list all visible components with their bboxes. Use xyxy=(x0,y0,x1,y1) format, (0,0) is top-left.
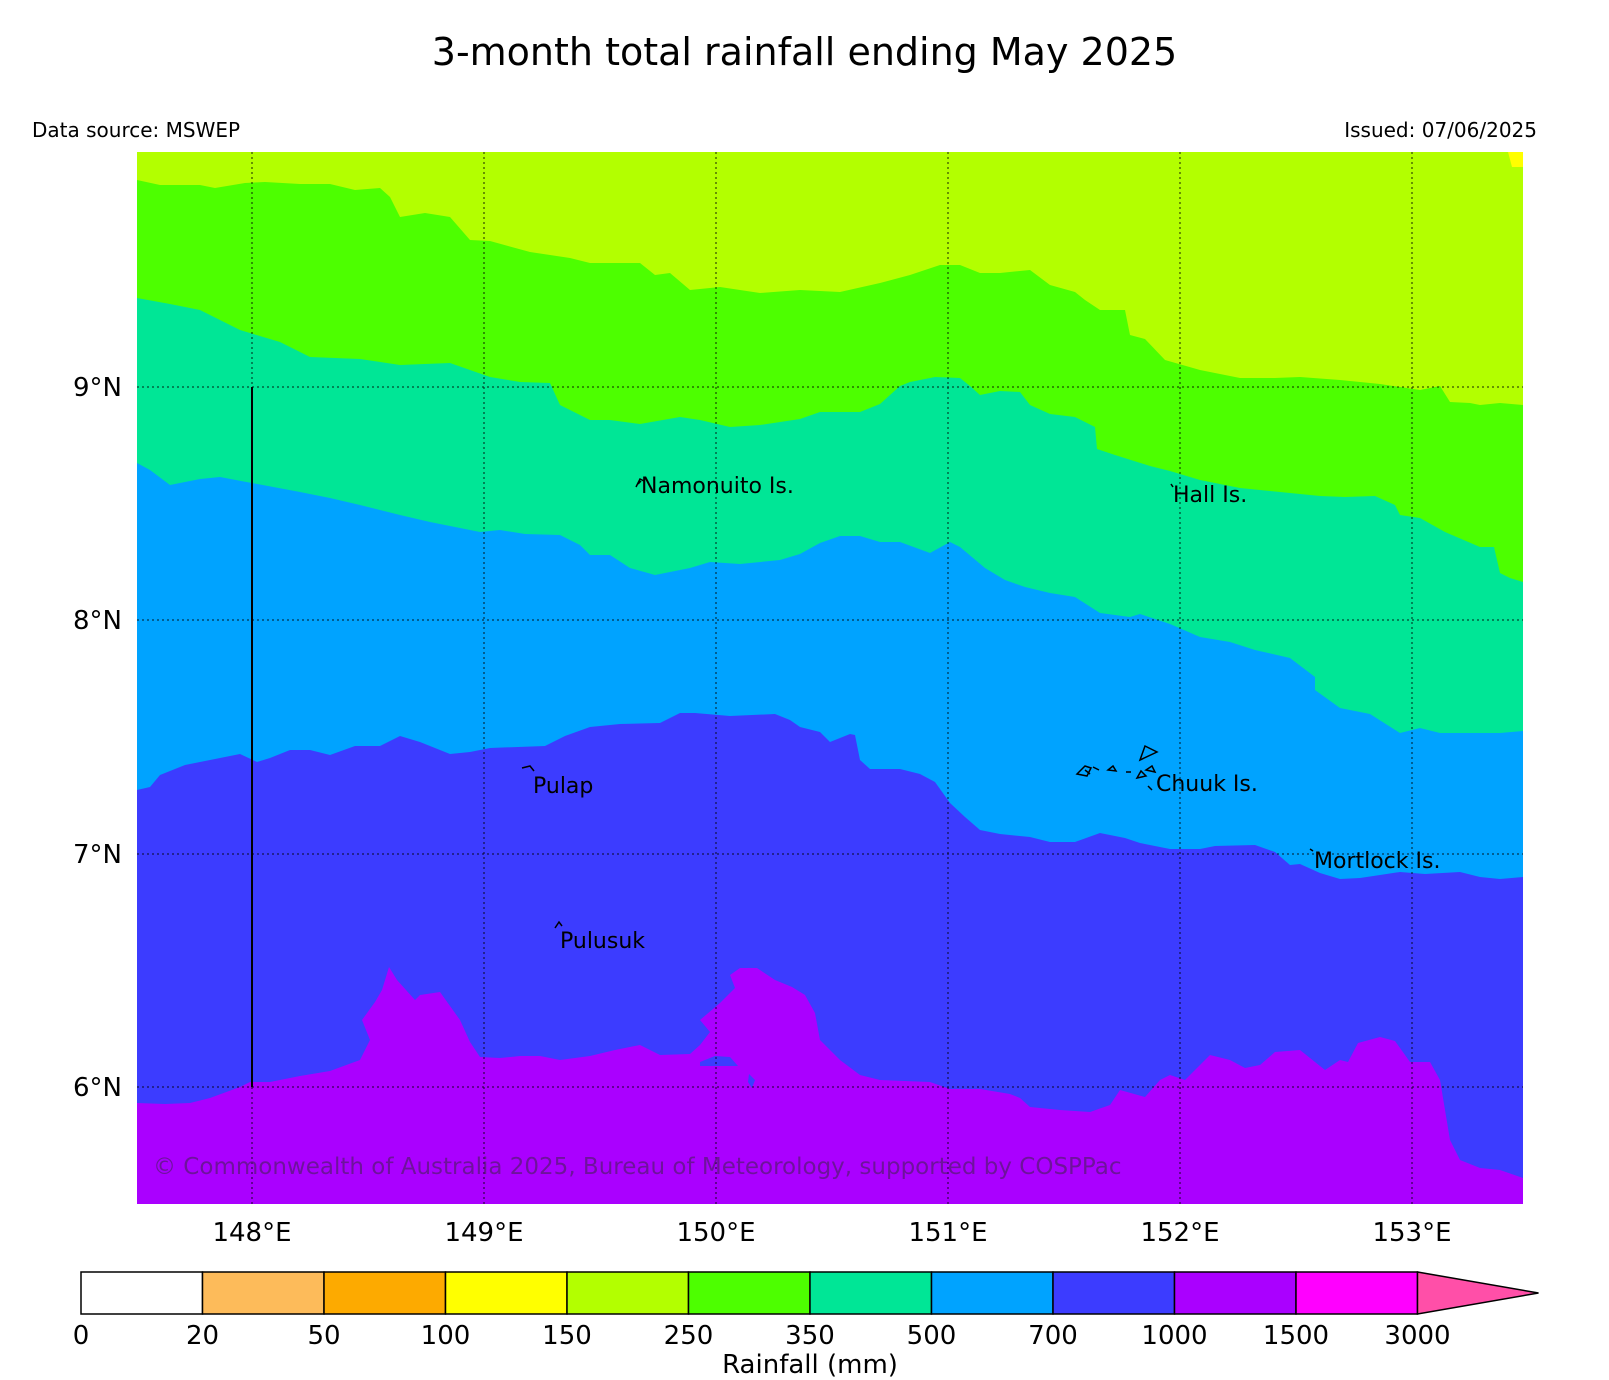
island-chuuk-mid xyxy=(1106,764,1131,773)
lon-label-152: 152°E xyxy=(1140,1218,1219,1248)
colorbar-swatch xyxy=(1295,1271,1419,1315)
island-pulap xyxy=(521,765,535,772)
lat-label-8: 8°N xyxy=(73,606,122,636)
lon-label-151: 151°E xyxy=(908,1218,987,1248)
colorbar-swatch xyxy=(930,1271,1054,1315)
label-mortlock: Mortlock Is. xyxy=(1314,849,1440,874)
island-namonuito xyxy=(635,477,645,488)
colorbar-tick-label: 350 xyxy=(785,1321,835,1351)
label-chuuk: Chuuk Is. xyxy=(1156,772,1258,797)
colorbar-swatch xyxy=(80,1271,204,1315)
label-namonuito: Namonuito Is. xyxy=(641,474,794,499)
label-pulap: Pulap xyxy=(533,774,593,799)
band-100-150 xyxy=(1508,152,1523,167)
colorbar-swatch xyxy=(566,1271,690,1315)
label-hall: Hall Is. xyxy=(1173,483,1247,508)
island-mortlock xyxy=(1309,848,1314,852)
lat-label-6: 6°N xyxy=(73,1073,122,1103)
colorbar-tick-label: 20 xyxy=(186,1321,219,1351)
issued-date-label: Issued: 07/06/2025 xyxy=(1344,118,1537,142)
label-pulusuk: Pulusuk xyxy=(560,929,645,954)
island-chuuk-east xyxy=(1135,744,1159,791)
copyright-notice: © Commonwealth of Australia 2025, Bureau… xyxy=(153,1154,1122,1180)
colorbar-tick-label: 1500 xyxy=(1263,1321,1329,1351)
lon-axis-labels: 148°E 149°E 150°E 151°E 152°E 153°E xyxy=(212,1218,1451,1248)
colorbar-swatch xyxy=(444,1271,568,1315)
lon-label-148: 148°E xyxy=(212,1218,291,1248)
band-700-1000-dot xyxy=(748,1074,755,1088)
band-700-1000-pocket xyxy=(700,1056,738,1066)
colorbar-swatch xyxy=(687,1271,811,1315)
island-outlines xyxy=(521,477,1314,929)
map-title: 3-month total rainfall ending May 2025 xyxy=(431,30,1178,74)
lat-label-7: 7°N xyxy=(73,840,122,870)
place-labels: Namonuito Is. Hall Is. Pulap Chuuk Is. M… xyxy=(533,474,1440,954)
rainfall-field xyxy=(137,152,1523,1204)
colorbar-swatch xyxy=(323,1271,447,1315)
colorbar-title: Rainfall (mm) xyxy=(722,1350,898,1380)
colorbar-tick-label: 1000 xyxy=(1141,1321,1207,1351)
lon-label-153: 153°E xyxy=(1372,1218,1451,1248)
colorbar-tick-label: 100 xyxy=(421,1321,471,1351)
colorbar-tick-label: 0 xyxy=(73,1321,90,1351)
colorbar-swatch xyxy=(201,1271,325,1315)
colorbar-tick-label: 500 xyxy=(907,1321,957,1351)
lon-label-150: 150°E xyxy=(676,1218,755,1248)
colorbar-tick-label: 3000 xyxy=(1384,1321,1450,1351)
colorbar-tick-label: 700 xyxy=(1028,1321,1078,1351)
island-hall xyxy=(1170,483,1174,488)
island-chuuk-west xyxy=(1075,765,1100,777)
colorbar-swatch xyxy=(1052,1271,1176,1315)
lat-axis-labels: 9°N 8°N 7°N 6°N xyxy=(73,373,122,1103)
colorbar-extend-arrow xyxy=(1416,1271,1539,1315)
colorbar-tick-label: 250 xyxy=(664,1321,714,1351)
lat-label-9: 9°N xyxy=(73,373,122,403)
lon-label-149: 149°E xyxy=(444,1218,523,1248)
colorbar-swatch xyxy=(809,1271,933,1315)
band-1000-1500 xyxy=(137,967,1523,1204)
colorbar-tick-label: 50 xyxy=(307,1321,340,1351)
island-pulusuk xyxy=(554,920,563,929)
colorbar-swatch xyxy=(1173,1271,1297,1315)
colorbar: 0 20 50 100 150 250 350 500 700 1000 1500 3000 xyxy=(73,1271,1539,1351)
data-source-label: Data source: MSWEP xyxy=(32,118,241,142)
colorbar-tick-label: 150 xyxy=(542,1321,592,1351)
